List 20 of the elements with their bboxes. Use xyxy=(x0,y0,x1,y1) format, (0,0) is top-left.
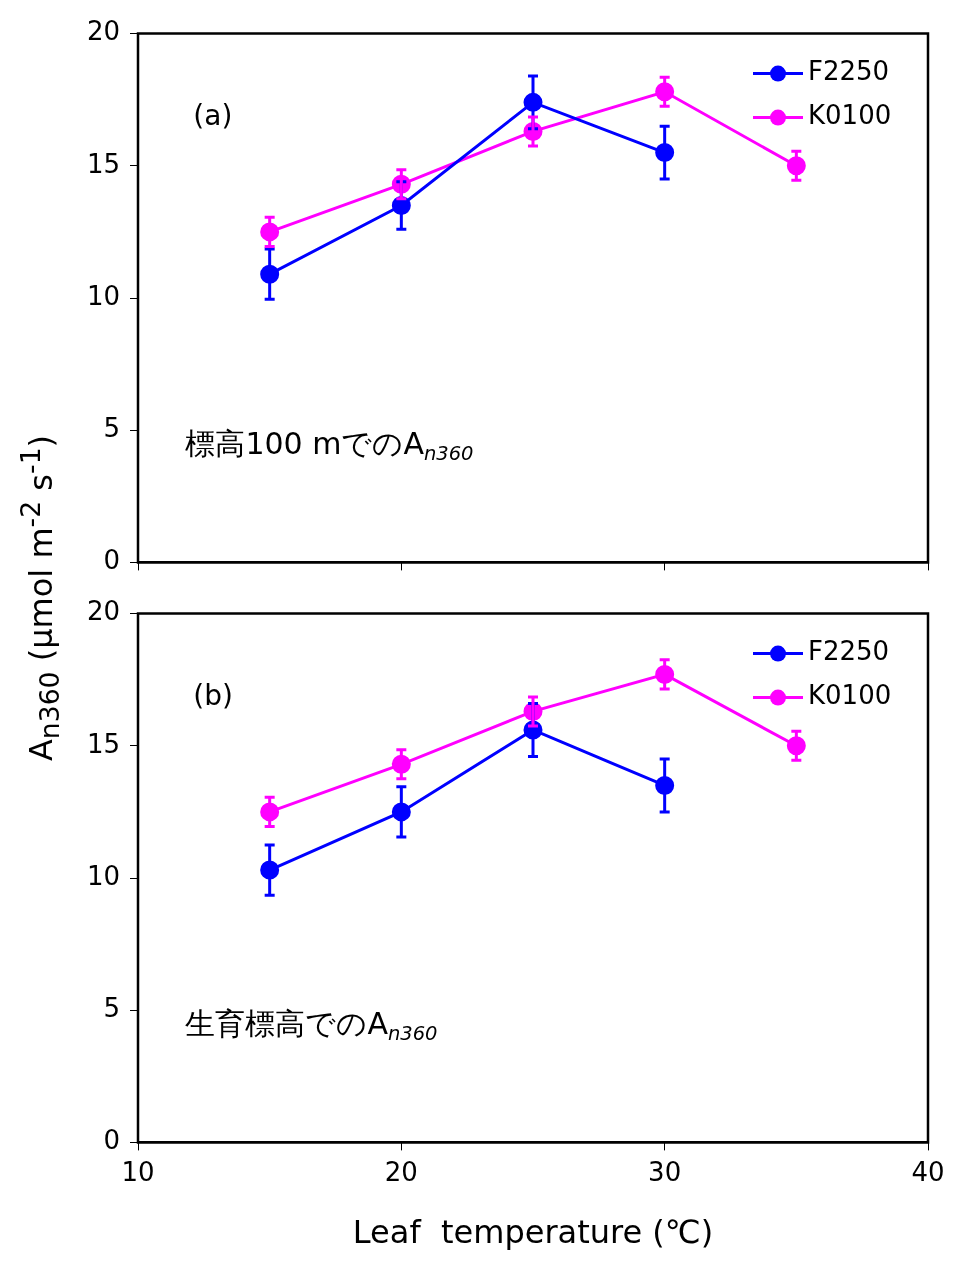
x-tick-label: 30 xyxy=(648,1156,682,1187)
y-tick-label: 15 xyxy=(86,148,120,179)
y-tick-label: 20 xyxy=(86,596,120,627)
y-tick-label: 20 xyxy=(86,16,120,47)
x-axis-title: Leaf temperature (℃) xyxy=(352,1213,714,1252)
y-tick-label: 15 xyxy=(86,728,120,759)
legend-label: K0100 xyxy=(808,680,892,711)
y-tick-label: 0 xyxy=(103,545,120,576)
y-tick-label: 5 xyxy=(103,412,120,443)
legend-label: F2250 xyxy=(808,636,890,667)
y-tick-label: 0 xyxy=(103,1125,120,1156)
annotation: (a) xyxy=(193,99,233,133)
x-tick-label: 40 xyxy=(911,1156,945,1187)
annotation: (b) xyxy=(193,679,233,713)
y-tick-label: 10 xyxy=(86,280,120,311)
legend-label: K0100 xyxy=(808,100,892,131)
x-tick-label: 20 xyxy=(384,1156,418,1187)
legend-label: F2250 xyxy=(808,56,890,87)
y-tick-label: 5 xyxy=(103,992,120,1023)
y-tick-label: 10 xyxy=(86,860,120,891)
